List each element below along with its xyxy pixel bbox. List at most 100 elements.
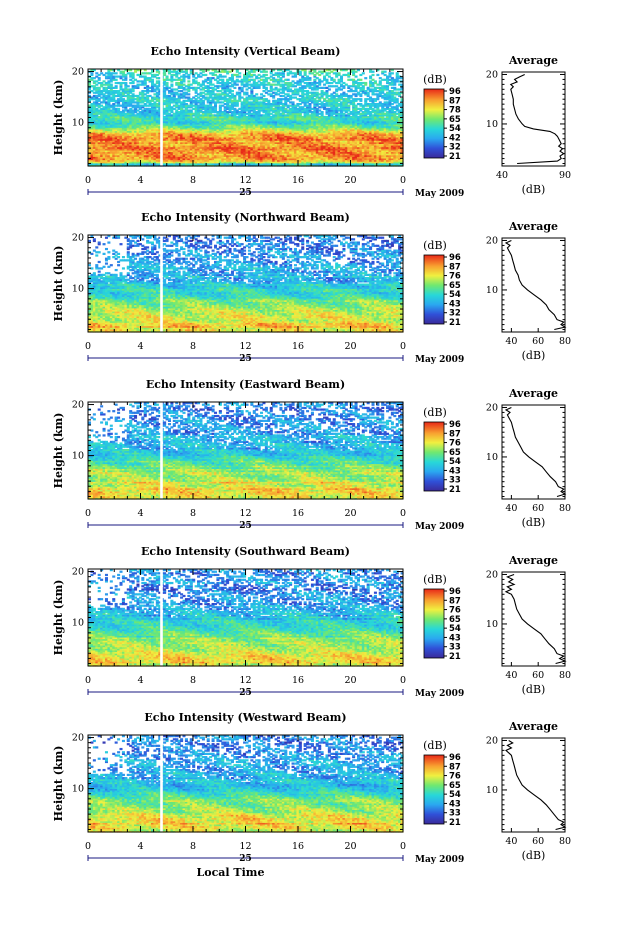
heatmap-cell xyxy=(356,157,360,161)
heatmap-cell xyxy=(376,153,380,156)
heatmap-cell xyxy=(323,136,327,140)
heatmap-cell xyxy=(269,159,273,162)
heatmap-cell xyxy=(260,151,264,154)
heatmap-cell xyxy=(373,141,377,144)
heatmap-cell xyxy=(88,157,92,161)
heatmap-cell xyxy=(211,132,215,135)
heatmap-cell xyxy=(117,133,121,136)
heatmap-cell xyxy=(177,144,181,148)
heatmap-cell xyxy=(172,146,176,149)
heatmap-cell xyxy=(284,159,288,162)
heatmap-cell xyxy=(240,144,244,148)
heatmap-cell xyxy=(126,159,130,162)
heatmap-cell xyxy=(134,148,138,151)
heatmap-cell xyxy=(315,157,319,161)
heatmap-cell xyxy=(395,151,399,154)
heatmap-cell xyxy=(373,161,377,164)
heatmap-cell xyxy=(228,146,232,149)
heatmap-cell xyxy=(383,132,387,135)
heatmap-cell xyxy=(240,146,244,149)
heatmap-cell xyxy=(238,141,242,144)
heatmap-cell xyxy=(143,132,147,135)
heatmap-cell xyxy=(260,154,264,157)
heatmap-cell xyxy=(95,135,99,138)
heatmap-cell xyxy=(250,159,254,162)
heatmap-cell xyxy=(131,156,135,159)
heatmap-cell xyxy=(201,146,205,149)
heatmap-cell xyxy=(400,148,404,151)
heatmap-cell xyxy=(201,144,205,148)
heatmap-cell xyxy=(112,144,116,148)
heatmap-cell xyxy=(356,135,360,138)
heatmap-cell xyxy=(252,140,256,143)
heatmap-cell xyxy=(272,148,276,151)
heatmap-cell xyxy=(214,154,218,157)
heatmap-cell xyxy=(211,156,215,159)
heatmap-cell xyxy=(233,140,237,143)
heatmap-cell xyxy=(298,146,302,149)
heatmap-cell xyxy=(298,132,302,135)
heatmap-cell xyxy=(134,133,138,136)
heatmap-cell xyxy=(395,133,399,136)
heatmap-cell xyxy=(255,149,259,153)
heatmap-cell xyxy=(250,132,254,135)
heatmap-cell xyxy=(192,161,196,164)
heatmap-cell xyxy=(267,132,271,135)
heatmap-cell xyxy=(308,133,312,136)
heatmap-cell xyxy=(301,161,305,164)
heatmap-cell xyxy=(245,164,249,167)
heatmap-cell xyxy=(170,153,174,156)
heatmap-cell xyxy=(269,156,273,159)
heatmap-cell xyxy=(100,162,104,165)
heatmap-cell xyxy=(184,133,188,136)
heatmap-cell xyxy=(281,164,285,167)
heatmap-cell xyxy=(342,161,346,164)
heatmap-cell xyxy=(216,151,220,154)
heatmap-cell xyxy=(347,133,351,136)
heatmap-cell xyxy=(180,151,184,154)
heatmap-cell xyxy=(151,141,155,144)
heatmap-cell xyxy=(228,159,232,162)
heatmap-cell xyxy=(177,140,181,143)
heatmap-cell xyxy=(117,162,121,165)
heatmap-cell xyxy=(332,138,336,141)
heatmap-cell xyxy=(298,135,302,138)
heatmap-cell xyxy=(250,148,254,151)
heatmap-cell xyxy=(192,135,196,138)
heatmap-cell xyxy=(398,156,402,159)
heatmap-cell xyxy=(88,135,92,138)
heatmap-cell xyxy=(194,135,198,138)
heatmap-cell xyxy=(342,136,346,140)
heatmap-cell xyxy=(88,154,92,157)
heatmap-cell xyxy=(218,148,222,151)
heatmap-cell xyxy=(260,156,264,159)
heatmap-cell xyxy=(386,149,390,153)
heatmap-cell xyxy=(344,161,348,164)
heatmap-cell xyxy=(293,146,297,149)
heatmap-cell xyxy=(250,140,254,143)
heatmap-cell xyxy=(359,136,363,140)
heatmap-cell xyxy=(262,138,266,141)
heatmap-cell xyxy=(330,132,334,135)
heatmap-cell xyxy=(364,136,368,140)
heatmap-cell xyxy=(289,143,293,146)
heatmap-cell xyxy=(240,141,244,144)
heatmap-cell xyxy=(291,159,295,162)
heatmap-cell xyxy=(148,151,152,154)
heatmap-cell xyxy=(124,156,128,159)
heatmap-cell xyxy=(289,157,293,161)
heatmap-cell xyxy=(274,159,278,162)
heatmap-cell xyxy=(143,148,147,151)
heatmap-cell xyxy=(95,140,99,143)
heatmap-cell xyxy=(308,161,312,164)
heatmap-cell xyxy=(95,154,99,157)
heatmap-cell xyxy=(88,138,92,141)
heatmap-cell xyxy=(356,153,360,156)
heatmap-cell xyxy=(221,144,225,148)
heatmap-cell xyxy=(373,149,377,153)
heatmap-cell xyxy=(388,133,392,136)
heatmap-cell xyxy=(88,149,92,153)
heatmap-cell xyxy=(206,144,210,148)
heatmap-cell xyxy=(366,149,370,153)
heatmap-cell xyxy=(344,149,348,153)
